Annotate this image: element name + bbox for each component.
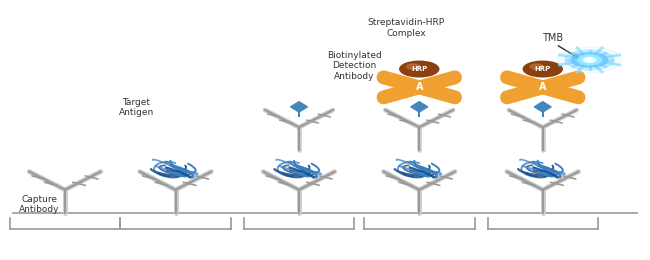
Circle shape [578,55,601,64]
Text: A: A [539,82,547,92]
Circle shape [583,57,596,62]
Text: HRP: HRP [534,66,551,72]
Circle shape [565,50,614,70]
Polygon shape [534,102,551,112]
Polygon shape [291,102,307,112]
Circle shape [571,53,608,67]
Circle shape [585,58,594,62]
Text: HRP: HRP [411,66,428,72]
Circle shape [400,61,439,77]
Text: TMB: TMB [542,33,563,43]
Circle shape [523,61,562,77]
Text: Target
Antigen: Target Antigen [119,98,154,117]
Circle shape [557,47,622,73]
Polygon shape [411,102,428,112]
Text: A: A [415,82,423,92]
Circle shape [530,64,543,69]
Text: Streptavidin-HRP
Complex: Streptavidin-HRP Complex [368,18,445,38]
Text: Biotinylated
Detection
Antibody: Biotinylated Detection Antibody [327,51,382,81]
Text: Capture
Antibody: Capture Antibody [19,195,59,214]
Circle shape [407,64,421,69]
